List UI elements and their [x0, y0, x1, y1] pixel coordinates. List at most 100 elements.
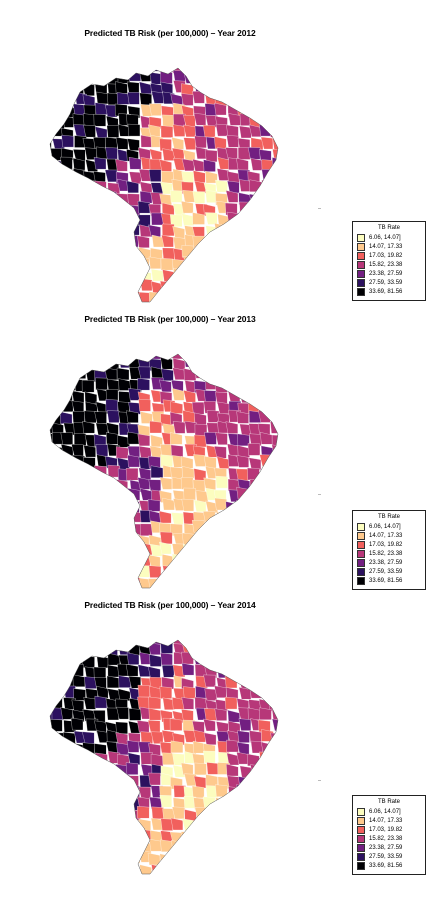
map-region [128, 708, 142, 721]
map-region [127, 850, 141, 864]
map-region [258, 685, 271, 699]
map-region [216, 851, 229, 865]
map-region [107, 688, 120, 701]
legend-label: 14.07, 17.33 [369, 817, 403, 824]
map-region [52, 640, 65, 645]
map-region [281, 643, 293, 655]
map-region [258, 675, 271, 688]
map-region [160, 839, 173, 852]
map-region [260, 787, 273, 800]
map-region [172, 124, 186, 137]
map-region [117, 795, 131, 808]
map-region [50, 663, 53, 677]
map-region [246, 784, 260, 798]
map-region [117, 124, 131, 137]
map-region [191, 785, 205, 799]
map-region [50, 699, 52, 713]
map-region [247, 147, 261, 160]
map-region [50, 640, 52, 646]
legend-item: 27.59, 33.59 [357, 278, 421, 287]
map-region [183, 730, 196, 743]
legend-swatch [357, 242, 365, 251]
map-region [170, 432, 183, 445]
map-region [104, 872, 118, 874]
map-region [215, 640, 229, 645]
map-region [239, 640, 252, 646]
map-region [259, 860, 272, 874]
map-region [60, 828, 73, 842]
map-region [50, 808, 54, 821]
map-region [148, 256, 162, 269]
map-region [171, 388, 185, 401]
map-region [115, 159, 128, 172]
legend-label: 33.69, 81.56 [369, 288, 403, 295]
map-region [228, 807, 241, 820]
legend-item: 15.82, 23.38 [357, 260, 421, 269]
legend-label: 15.82, 23.38 [369, 835, 403, 842]
map-region [149, 640, 163, 646]
legend: TB Rate 6.06, 14.07] 14.07, 17.33 17.03, 1… [352, 221, 426, 301]
map-region [84, 807, 97, 820]
map-region [181, 213, 194, 226]
map-region [282, 634, 294, 646]
map-region [117, 688, 131, 701]
map-region [50, 797, 52, 811]
map-region [236, 830, 249, 843]
map-region [203, 390, 217, 403]
map-region [83, 640, 97, 644]
map-region [50, 873, 51, 874]
map-region [203, 640, 216, 643]
legend-swatch [357, 522, 365, 531]
map-region [284, 841, 296, 853]
map-region [225, 818, 238, 831]
map-region [84, 851, 98, 864]
map-region [172, 876, 184, 882]
map-region [73, 149, 86, 162]
map-region [160, 818, 173, 831]
map-region [72, 809, 85, 822]
map-region [52, 751, 65, 765]
map-region [170, 817, 184, 831]
map-region [50, 784, 62, 797]
map-region [93, 157, 107, 170]
legend-swatch [357, 558, 365, 567]
map-region [193, 170, 206, 183]
map-region [170, 401, 183, 414]
legend-swatch [357, 825, 365, 834]
map-region [258, 655, 272, 669]
map-region [192, 191, 205, 204]
map-region [148, 169, 162, 182]
map-region [85, 159, 98, 172]
legend-label: 15.82, 23.38 [369, 550, 403, 557]
map-region [225, 421, 238, 434]
map-region [182, 410, 195, 423]
map-region [83, 444, 96, 458]
map-region [52, 773, 65, 786]
map-region [225, 863, 238, 874]
map-region [181, 171, 194, 184]
map-region [184, 853, 198, 866]
map-region [139, 874, 151, 882]
map-region [50, 850, 54, 863]
map-region [248, 827, 261, 841]
map-region [171, 806, 185, 819]
map-region [115, 873, 128, 874]
map-region [93, 774, 106, 787]
legend-title: TB Rate [377, 514, 400, 520]
map-region [216, 665, 230, 678]
map-region [160, 258, 174, 271]
map-region [62, 640, 75, 643]
map-region [214, 708, 227, 721]
map-region [248, 457, 262, 470]
map-region [72, 644, 86, 657]
map-region [50, 643, 63, 656]
map-region [129, 875, 141, 882]
map-region [94, 762, 107, 775]
brazil-map [49, 634, 296, 882]
map-region [180, 762, 194, 776]
map-region [107, 785, 120, 798]
map-region [184, 875, 196, 882]
legend-item: 17.03, 19.82 [357, 251, 421, 260]
map-region [83, 829, 96, 843]
